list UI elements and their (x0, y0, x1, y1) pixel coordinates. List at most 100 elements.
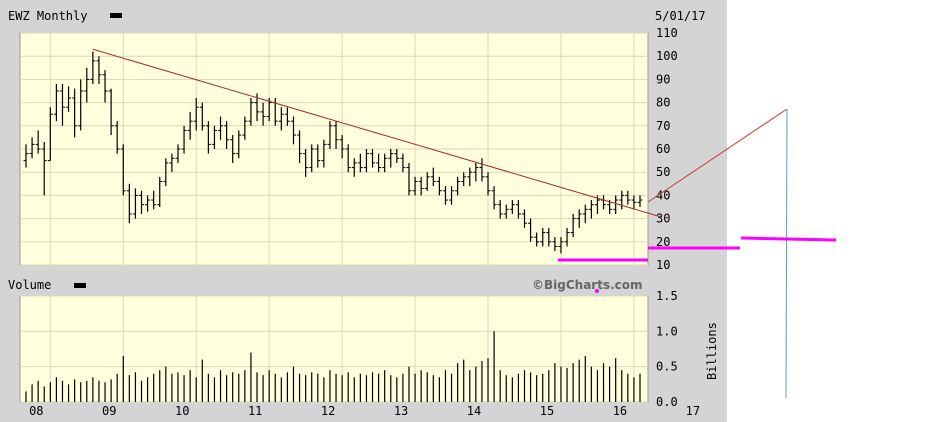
ohlc-bar (78, 79, 84, 131)
volume-label: Volume (8, 278, 51, 292)
ohlc-bar (211, 125, 217, 149)
x-axis: 08 09 10 11 12 13 14 15 16 17 (29, 404, 700, 418)
ohlc-bar (418, 176, 424, 196)
watermark: ©BigCharts.com (532, 278, 643, 292)
ohlc-bar (303, 149, 309, 177)
ohlc-bar (509, 200, 515, 214)
x-tick-label: 17 (686, 404, 700, 418)
ohlc-bar (534, 232, 540, 247)
ohlc-bar (230, 135, 236, 163)
ohlc-bar (120, 144, 126, 196)
header-bar (0, 8, 727, 28)
ohlc-bar (631, 195, 637, 210)
x-tick-label: 11 (248, 404, 262, 418)
ohlc-bar (260, 102, 266, 126)
ohlc-bar (503, 204, 509, 219)
ohlc-bar (406, 162, 412, 196)
ohlc-bar (278, 107, 284, 131)
volume-tick-label: 1.0 (656, 324, 678, 338)
ohlc-bar (309, 144, 315, 173)
ohlc-bar (394, 149, 400, 163)
volume-unit-label: Billions (705, 322, 719, 380)
ohlc-bar (35, 130, 41, 154)
ohlc-bar (84, 67, 90, 103)
ohlc-bar (236, 130, 242, 159)
ohlc-bar (41, 142, 47, 196)
trendline (92, 48, 661, 218)
volume-axis: 0.0 0.5 1.0 1.5 (656, 289, 678, 409)
ohlc-bar (497, 200, 503, 219)
volume-panel (19, 295, 649, 403)
ohlc-bar (53, 84, 59, 122)
ohlc-bar (290, 116, 296, 145)
volume-tick-label: 0.0 (656, 395, 678, 409)
x-tick-label: 16 (613, 404, 627, 418)
chart-date: 5/01/17 (655, 9, 706, 23)
ohlc-bar (169, 153, 175, 173)
ohlc-bar (619, 190, 625, 210)
price-tick-label: 30 (656, 212, 670, 226)
ohlc-bar (637, 195, 643, 207)
ohlc-bar (47, 107, 53, 162)
ohlc-bar (23, 144, 29, 168)
ohlc-bar (266, 97, 272, 122)
ohlc-bar (613, 195, 619, 214)
price-tick-label: 40 (656, 188, 670, 202)
ohlc-bar (218, 116, 224, 140)
ohlc-bar (345, 144, 351, 173)
annotation-dot (595, 289, 599, 293)
volume-tick-label: 1.5 (656, 289, 678, 303)
ohlc-bar (467, 167, 473, 187)
ohlc-bar (491, 186, 497, 210)
projection-line-red (647, 108, 788, 203)
support-line-magenta-3 (740, 236, 837, 242)
price-tick-label: 60 (656, 142, 670, 156)
ohlc-bar (370, 149, 376, 168)
x-tick-label: 09 (102, 404, 116, 418)
ohlc-bar (90, 51, 96, 85)
ohlc-bar (473, 162, 479, 182)
ohlc-bar (187, 111, 193, 140)
ohlc-bar (607, 200, 613, 214)
ohlc-bar (552, 237, 558, 252)
price-bars (23, 51, 643, 254)
ohlc-bar (430, 167, 436, 187)
x-tick-label: 15 (540, 404, 554, 418)
price-tick-label: 20 (656, 235, 670, 249)
ohlc-bar (315, 144, 321, 168)
ohlc-bar (546, 227, 552, 247)
x-tick-label: 14 (467, 404, 481, 418)
ohlc-bar (515, 200, 521, 219)
volume-bars (25, 331, 641, 402)
ohlc-bar (132, 188, 138, 219)
ohlc-bar (205, 121, 211, 154)
ohlc-bar (461, 172, 467, 187)
ohlc-bar (248, 97, 254, 126)
ohlc-bar (449, 186, 455, 205)
ohlc-bar (400, 153, 406, 173)
ohlc-bar (582, 204, 588, 224)
ohlc-bar (357, 153, 363, 173)
ohlc-bar (333, 121, 339, 149)
ohlc-bar (297, 130, 303, 163)
price-tick-label: 80 (656, 96, 670, 110)
x-tick-label: 13 (394, 404, 408, 418)
volume-tick-label: 0.5 (656, 360, 678, 374)
ohlc-bar (382, 153, 388, 173)
ohlc-bar (540, 227, 546, 247)
ohlc-bar (576, 209, 582, 228)
ohlc-bar (528, 218, 534, 242)
volume-legend-swatch (74, 283, 86, 288)
ohlc-bar (321, 139, 327, 168)
ohlc-bar (485, 172, 491, 196)
ohlc-bar (102, 70, 108, 103)
ohlc-bar (181, 125, 187, 154)
ohlc-bar (108, 88, 114, 136)
price-tick-label: 100 (656, 49, 678, 63)
ohlc-bar (126, 183, 132, 224)
price-tick-label: 110 (656, 26, 678, 40)
ohlc-bar (224, 121, 230, 149)
ohlc-bar (66, 86, 72, 112)
ohlc-bar (588, 200, 594, 219)
